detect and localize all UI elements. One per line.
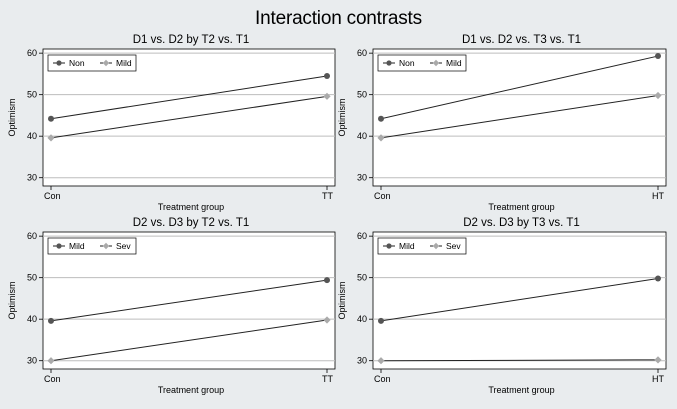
panel-1: D1 vs. D2 by T2 vs. T1 30 40 50 60 Con TT Treat… <box>7 34 336 212</box>
x-tick-label: TT <box>322 191 333 201</box>
y-tick-label: 60 <box>357 231 367 241</box>
legend-marker <box>102 59 110 67</box>
legend-box <box>377 237 467 255</box>
y-tick-label: 50 <box>357 273 367 283</box>
legend-label: Mild <box>69 241 85 251</box>
legend-label: Non <box>399 58 415 68</box>
legend-marker <box>386 60 392 66</box>
series-line <box>50 95 328 139</box>
x-tick-label: TT <box>322 374 333 384</box>
x-axis-label: Treatment group <box>158 202 224 212</box>
legend-label: Non <box>69 58 85 68</box>
panel-title: D2 vs. D3 by T2 vs. T1 <box>133 217 250 229</box>
legend-box <box>47 237 137 255</box>
panel-title: D1 vs. D2 by T2 vs. T1 <box>133 34 250 46</box>
legend-box <box>47 54 137 72</box>
legend-label: Mild <box>116 58 132 68</box>
y-tick-label: 50 <box>27 273 37 283</box>
x-axis-label: Treatment group <box>158 385 224 395</box>
y-tick-label: 30 <box>27 173 37 183</box>
data-point <box>47 134 55 142</box>
y-tick-label: 60 <box>27 48 37 58</box>
legend-label: Mild <box>399 241 415 251</box>
panel-title: D2 vs. D3 by T3 vs. T1 <box>463 217 580 229</box>
data-point <box>377 357 385 365</box>
y-tick-label: 50 <box>357 90 367 100</box>
data-point <box>378 317 384 324</box>
legend-label: Sev <box>116 241 131 251</box>
y-tick-label: 30 <box>357 356 367 366</box>
data-point <box>323 92 331 100</box>
legend-box <box>377 54 467 72</box>
legend: Non Mild <box>47 54 137 72</box>
data-point <box>655 53 661 60</box>
panel-4: D2 vs. D3 by T3 vs. T1 30 40 50 60 Con HT Treat… <box>337 217 667 395</box>
y-axis-label: Optimism <box>7 282 17 320</box>
y-axis-label: Optimism <box>337 99 347 137</box>
panel-2: D1 vs. D2 vs. T3 vs. T1 30 40 50 60 Con HT Trea… <box>337 34 667 212</box>
legend: Non Mild <box>377 54 467 72</box>
data-point <box>378 115 384 122</box>
x-tick-label: Con <box>44 191 61 201</box>
y-tick-label: 60 <box>27 231 37 241</box>
data-point <box>654 91 662 100</box>
figure-title: Interaction contrasts <box>255 8 422 29</box>
x-tick-label: Con <box>374 374 391 384</box>
series-line <box>50 75 328 120</box>
data-point <box>324 72 330 79</box>
data-point <box>47 357 55 365</box>
data-point <box>654 356 662 364</box>
y-tick-label: 40 <box>27 314 37 324</box>
x-tick-label: HT <box>652 374 664 384</box>
data-point <box>48 115 54 122</box>
legend-marker <box>102 242 110 250</box>
x-tick-label: Con <box>44 374 61 384</box>
legend-marker <box>56 243 62 249</box>
plot-area <box>372 231 667 370</box>
legend: Mild Sev <box>377 237 467 255</box>
data-point <box>324 277 330 284</box>
series-line <box>380 278 659 322</box>
data-point <box>377 134 385 142</box>
x-tick-label: Con <box>374 191 391 201</box>
x-tick-label: HT <box>652 191 664 201</box>
legend: Mild Sev <box>47 237 137 255</box>
series-line <box>50 279 328 322</box>
y-axis-label: Optimism <box>337 282 347 320</box>
y-tick-label: 40 <box>27 131 37 141</box>
legend-label: Mild <box>446 58 462 68</box>
y-tick-label: 50 <box>27 90 37 100</box>
legend-marker <box>386 243 392 249</box>
data-point <box>655 275 661 282</box>
y-tick-label: 30 <box>27 356 37 366</box>
legend-marker <box>432 242 440 250</box>
legend-label: Sev <box>446 241 461 251</box>
y-tick-label: 40 <box>357 131 367 141</box>
panel-3: D2 vs. D3 by T2 vs. T1 30 40 50 60 Con TT Treat… <box>7 217 336 395</box>
series-line <box>380 359 659 362</box>
data-point <box>323 316 331 324</box>
x-axis-label: Treatment group <box>488 385 554 395</box>
x-axis-label: Treatment group <box>488 202 554 212</box>
y-tick-label: 40 <box>357 314 367 324</box>
y-tick-label: 60 <box>357 48 367 58</box>
legend-marker <box>56 60 62 66</box>
y-tick-label: 30 <box>357 173 367 183</box>
panel-title: D1 vs. D2 vs. T3 vs. T1 <box>462 34 581 46</box>
legend-marker <box>432 59 440 67</box>
series-line <box>380 95 659 139</box>
plot-area <box>372 48 667 187</box>
series-line <box>50 319 328 362</box>
data-point <box>48 317 54 324</box>
y-axis-label: Optimism <box>7 99 17 137</box>
series-line <box>380 55 659 120</box>
